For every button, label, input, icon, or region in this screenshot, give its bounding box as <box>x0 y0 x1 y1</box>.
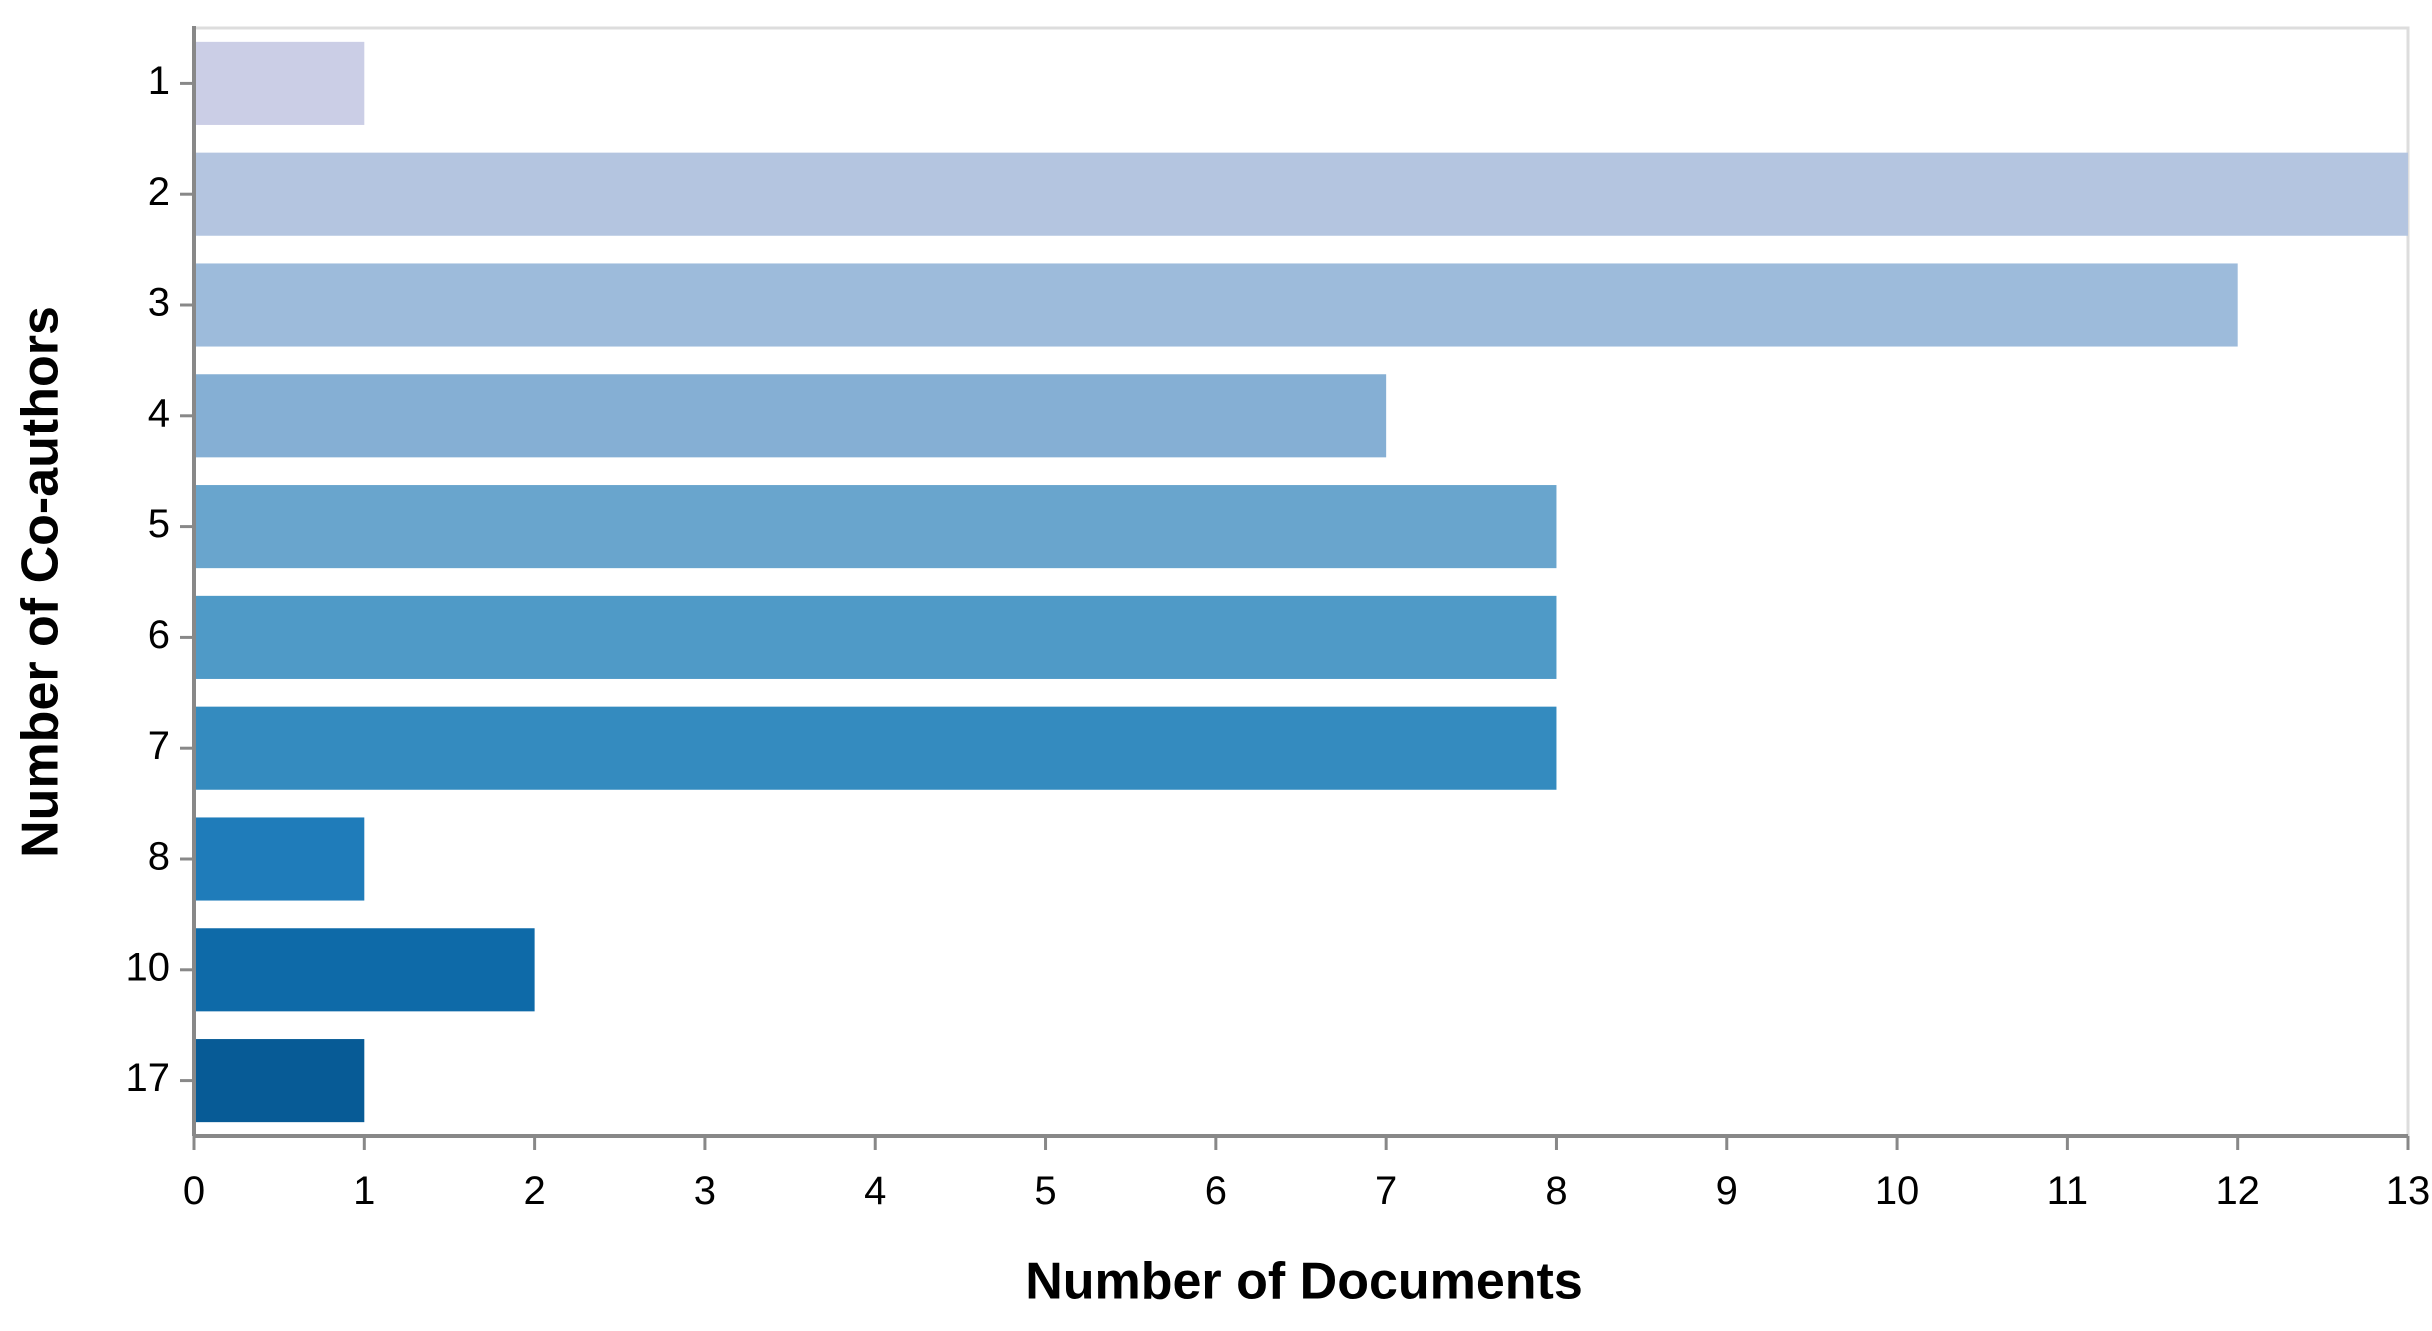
x-tick-label: 11 <box>2047 1169 2089 1213</box>
y-tick-label: 6 <box>148 613 170 657</box>
bar <box>194 374 1387 458</box>
bar <box>194 817 365 901</box>
x-tick-label: 4 <box>864 1169 886 1213</box>
y-tick-label: 1 <box>148 59 170 103</box>
bar <box>194 1039 365 1123</box>
bar <box>194 928 535 1012</box>
x-tick-label: 5 <box>1034 1169 1056 1213</box>
x-tick-label: 10 <box>1875 1169 1920 1213</box>
y-axis-title: Number of Co-authors <box>12 306 70 858</box>
x-axis-title: Number of Documents <box>1025 1253 1583 1311</box>
bar <box>194 263 2238 347</box>
bar <box>194 595 1557 679</box>
x-tick-label: 13 <box>2386 1169 2431 1213</box>
y-tick-label: 8 <box>148 835 170 879</box>
x-tick-label: 7 <box>1375 1169 1397 1213</box>
y-tick-label: 3 <box>148 281 170 325</box>
x-tick-label: 2 <box>523 1169 545 1213</box>
y-tick-label: 5 <box>148 502 170 546</box>
x-tick-label: 6 <box>1205 1169 1227 1213</box>
y-tick-label: 17 <box>126 1056 171 1100</box>
x-tick-label: 0 <box>183 1169 205 1213</box>
x-tick-label: 9 <box>1716 1169 1738 1213</box>
y-tick-label: 10 <box>126 945 171 989</box>
y-tick-label: 2 <box>148 170 170 214</box>
x-tick-label: 8 <box>1545 1169 1567 1213</box>
bar <box>194 706 1557 790</box>
x-tick-label: 12 <box>2215 1169 2260 1213</box>
bar <box>194 485 1557 569</box>
bar <box>194 152 2408 236</box>
bar <box>194 41 365 125</box>
y-tick-label: 4 <box>148 391 170 435</box>
y-tick-label: 7 <box>148 724 170 768</box>
x-tick-label: 1 <box>353 1169 375 1213</box>
x-tick-label: 3 <box>694 1169 716 1213</box>
